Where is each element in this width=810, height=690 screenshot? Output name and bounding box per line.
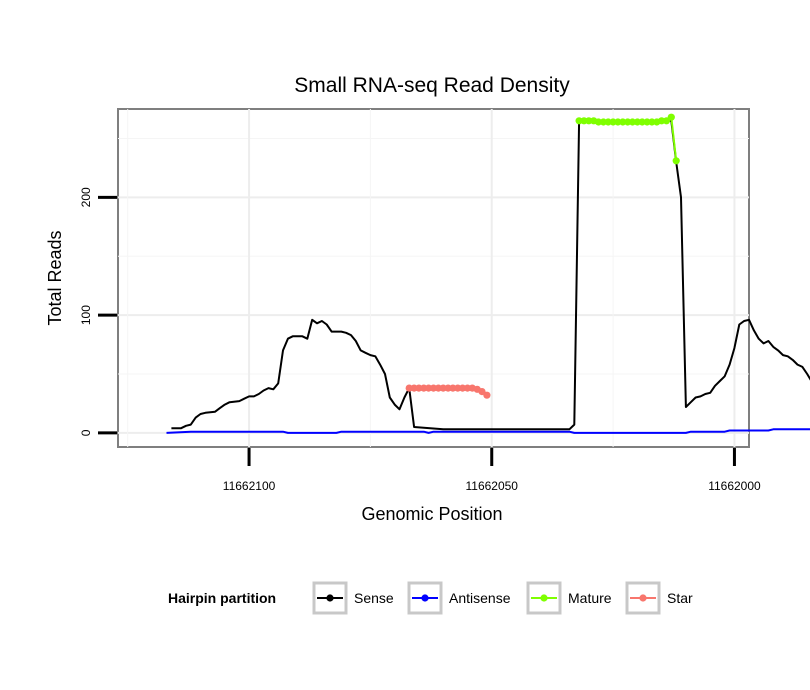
grid-lines bbox=[118, 109, 749, 447]
legend-key-point bbox=[639, 594, 647, 602]
legend-entry-sense: Sense bbox=[312, 581, 394, 615]
y-axis: 0 100 200 bbox=[79, 187, 117, 436]
legend: Hairpin partition Sense Antisense Mature St… bbox=[168, 581, 693, 615]
y-axis-title: Total Reads bbox=[45, 230, 65, 325]
sense-line bbox=[171, 119, 810, 431]
star-point bbox=[483, 391, 491, 399]
legend-label: Antisense bbox=[449, 590, 511, 606]
legend-entry-antisense: Antisense bbox=[407, 581, 511, 615]
x-tick-label: 11662100 bbox=[223, 479, 276, 493]
legend-entry-star: Star bbox=[625, 581, 693, 615]
x-tick-label: 11662000 bbox=[708, 479, 761, 493]
plot-panel bbox=[117, 108, 750, 448]
series-star bbox=[405, 384, 491, 399]
x-tick-label: 11662050 bbox=[465, 479, 518, 493]
y-tick-label: 200 bbox=[79, 187, 93, 207]
y-tick-label: 100 bbox=[79, 305, 93, 325]
x-axis-title: Genomic Position bbox=[361, 504, 502, 524]
legend-key-point bbox=[540, 594, 548, 602]
chart-title: Small RNA-seq Read Density bbox=[294, 74, 570, 97]
mature-point bbox=[672, 157, 680, 165]
legend-key-point bbox=[326, 594, 334, 602]
legend-label: Sense bbox=[354, 590, 394, 606]
legend-title: Hairpin partition bbox=[168, 590, 276, 606]
legend-label: Mature bbox=[568, 590, 612, 606]
antisense-line bbox=[166, 428, 810, 434]
legend-label: Star bbox=[667, 590, 693, 606]
x-axis: 11662100 11662050 11662000 bbox=[223, 448, 761, 493]
series-layer bbox=[166, 113, 810, 434]
y-tick-label: 0 bbox=[79, 429, 93, 436]
legend-entry-mature: Mature bbox=[526, 581, 612, 615]
series-antisense bbox=[166, 428, 810, 434]
mature-point bbox=[667, 113, 675, 121]
legend-key-point bbox=[421, 594, 429, 602]
series-sense bbox=[171, 119, 810, 431]
series-mature bbox=[575, 113, 680, 165]
